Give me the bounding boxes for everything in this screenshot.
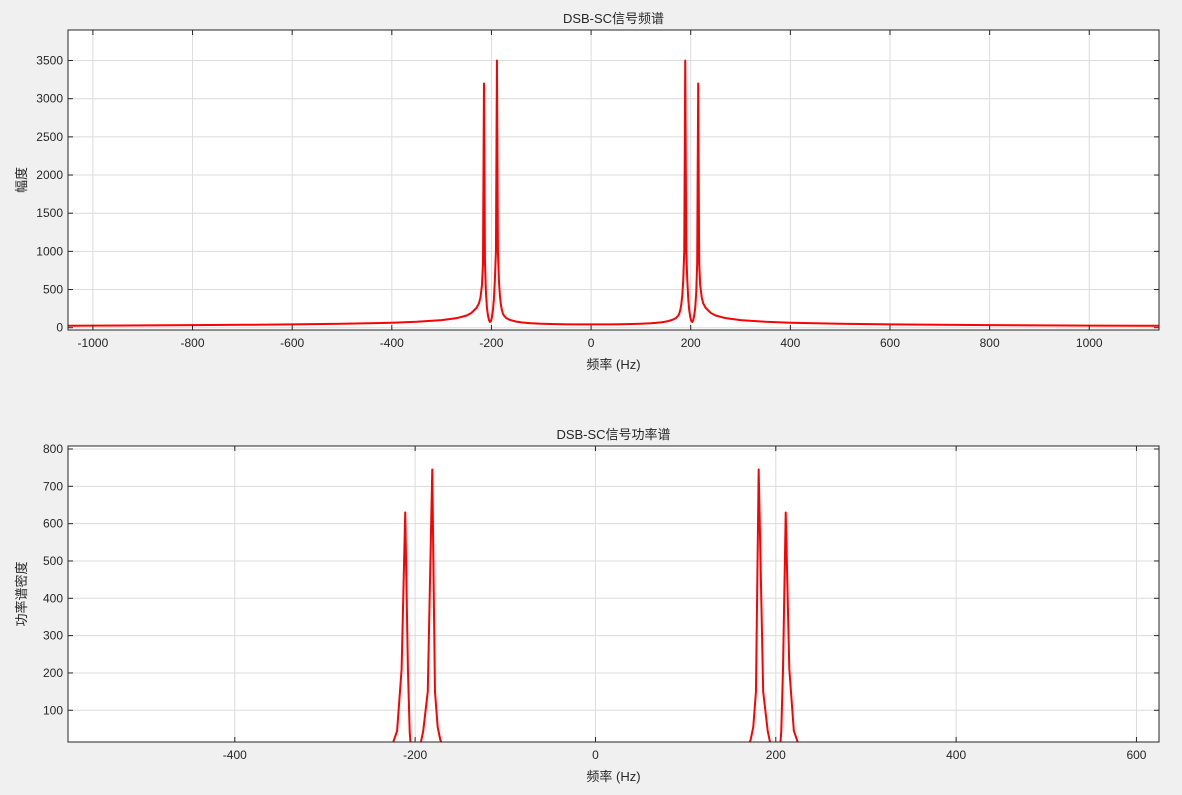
psd-ytick-label: 800 (43, 442, 63, 456)
spectrum-xtick-label: 1000 (1076, 336, 1103, 350)
spectrum-axes: -1000 -800 -600 -400 -200 0 200 400 600 800 1000 0 5… (14, 11, 1160, 372)
spectrum-ytick-label: 2000 (36, 168, 63, 182)
spectrum-xlabel: 频率 (Hz) (586, 357, 640, 372)
spectrum-xtick-label: -1000 (78, 336, 109, 350)
spectrum-plot-area (68, 30, 1159, 330)
spectrum-ytick-label: 500 (43, 283, 63, 297)
psd-xtick-label: 400 (946, 748, 966, 762)
spectrum-xtick-label: 200 (681, 336, 701, 350)
psd-xtick-label: 200 (766, 748, 786, 762)
spectrum-xtick-label: 600 (880, 336, 900, 350)
psd-ytick-label: 200 (43, 666, 63, 680)
psd-plot-area (68, 446, 1159, 742)
spectrum-ytick-label: 2500 (36, 130, 63, 144)
psd-ytick-label: 400 (43, 591, 63, 605)
spectrum-ytick-label: 1500 (36, 206, 63, 220)
psd-xtick-label: 600 (1126, 748, 1146, 762)
spectrum-xtick-label: -600 (280, 336, 304, 350)
spectrum-xtick-label: 800 (980, 336, 1000, 350)
psd-axes: -400 -200 0 200 400 600 100 200 300 400 500 600 700 8… (14, 427, 1160, 784)
spectrum-xtick-label: -400 (380, 336, 404, 350)
spectrum-ytick-label: 0 (56, 321, 63, 335)
spectrum-ytick-label: 3500 (36, 54, 63, 68)
psd-ytick-label: 500 (43, 554, 63, 568)
psd-axes-frame (67, 445, 1160, 743)
spectrum-ylabel: 幅度 (14, 167, 29, 193)
spectrum-xtick-label: 0 (588, 336, 595, 350)
psd-xtick-label: 0 (592, 748, 599, 762)
psd-xlabel: 频率 (Hz) (586, 769, 640, 784)
spectrum-xtick-label: -800 (181, 336, 205, 350)
spectrum-axes-frame (67, 29, 1160, 331)
psd-ytick-label: 700 (43, 479, 63, 493)
psd-title: DSB-SC信号功率谱 (556, 427, 670, 442)
psd-ytick-label: 600 (43, 517, 63, 531)
psd-ylabel: 功率谱密度 (14, 561, 29, 626)
psd-xtick-label: -200 (403, 748, 427, 762)
spectrum-xtick-label: 400 (780, 336, 800, 350)
spectrum-title: DSB-SC信号频谱 (563, 11, 664, 26)
spectrum-ytick-label: 1000 (36, 244, 63, 258)
spectrum-series-line (68, 59, 1159, 327)
spectrum-xtick-label: -200 (479, 336, 503, 350)
spectrum-ytick-label: 3000 (36, 92, 63, 106)
psd-ytick-label: 300 (43, 629, 63, 643)
psd-ytick-label: 100 (43, 703, 63, 717)
psd-series-line (392, 468, 799, 742)
psd-xtick-label: -400 (223, 748, 247, 762)
